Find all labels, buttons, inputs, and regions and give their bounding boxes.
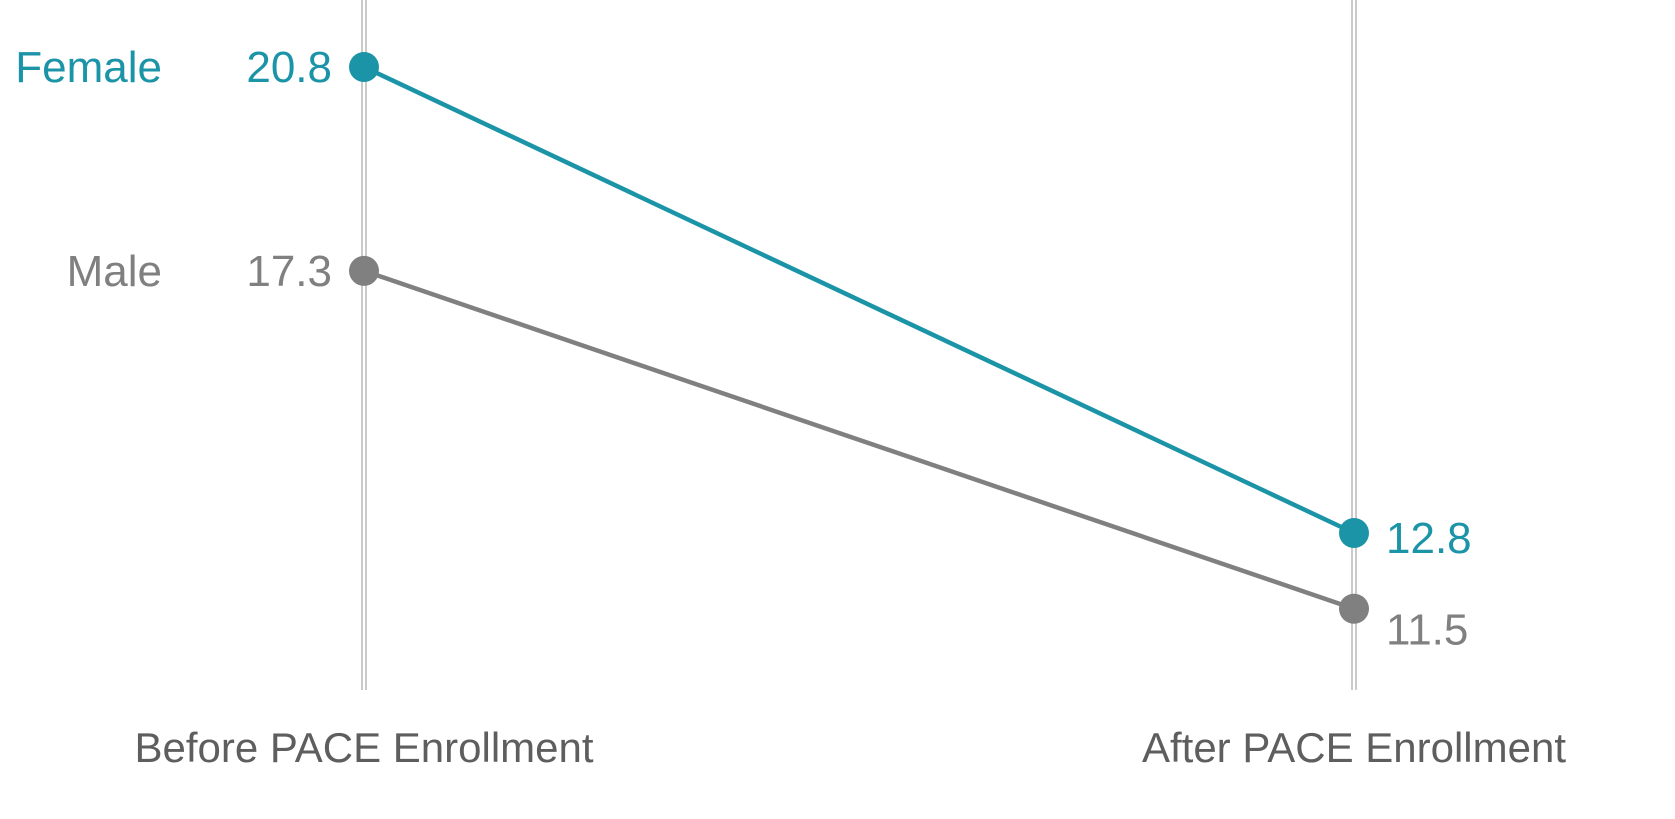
data-point: [349, 52, 379, 82]
data-point: [1339, 593, 1369, 624]
data-label: 12.8: [1386, 514, 1472, 563]
category-label: After PACE Enrollment: [1142, 724, 1566, 771]
category-label: Before PACE Enrollment: [134, 724, 593, 771]
data-point: [349, 255, 379, 286]
axes-layer: [361, 0, 1357, 690]
labels-layer: Before PACE Enrollment After PACE Enrollm…: [15, 43, 1566, 771]
data-label: 17.3: [246, 247, 332, 296]
data-label: 20.8: [246, 43, 332, 92]
series-line: [363, 64, 1355, 536]
series-line: [363, 268, 1355, 611]
series-layer: [349, 52, 1369, 624]
series-name-label: Male: [67, 247, 162, 296]
data-point: [1339, 518, 1369, 548]
data-label: 11.5: [1386, 606, 1468, 655]
series-name-label: Female: [15, 43, 162, 92]
